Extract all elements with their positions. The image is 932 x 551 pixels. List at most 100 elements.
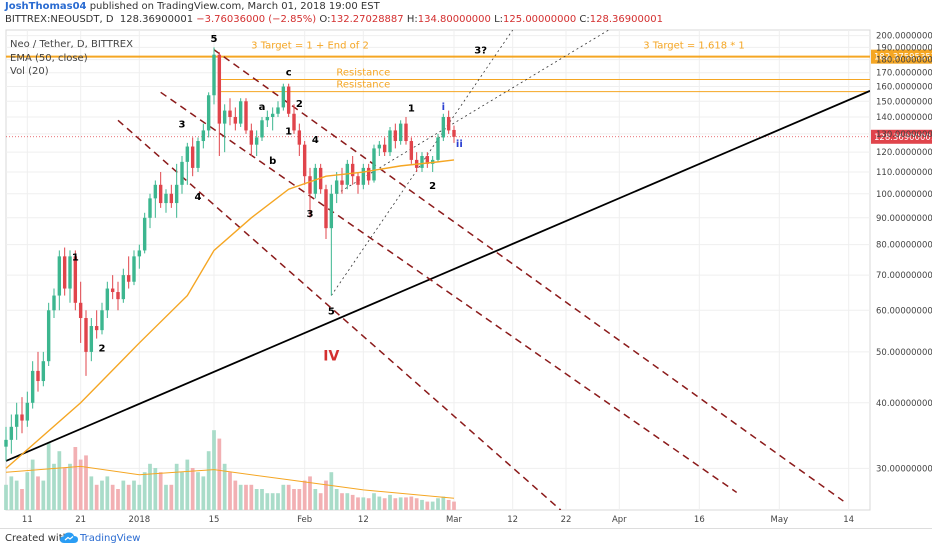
volume-bar xyxy=(436,498,440,510)
wave-label: 2 xyxy=(429,181,436,192)
y-tick-label: 200.00000000 xyxy=(876,32,932,42)
volume-bar xyxy=(158,472,163,510)
author-link[interactable]: JoshThomas04 xyxy=(5,1,87,12)
candle-body xyxy=(233,116,238,124)
candle-body xyxy=(110,288,115,293)
wave-label: 3 xyxy=(179,120,186,131)
volume-bar xyxy=(329,472,334,510)
candle-body xyxy=(137,250,142,257)
candle-body xyxy=(372,148,376,181)
candle-body xyxy=(452,129,456,137)
volume-bar xyxy=(340,493,344,510)
y-tick-label: 80.00000000 xyxy=(876,241,932,251)
wave-label: 1 xyxy=(72,252,79,263)
candle-body xyxy=(46,310,51,362)
volume-bar xyxy=(94,484,99,510)
candle-body xyxy=(297,130,302,145)
candle-body xyxy=(276,107,280,114)
volume-bar xyxy=(382,498,387,510)
volume-bar xyxy=(420,499,424,510)
x-tick-label: Apr xyxy=(612,515,627,525)
candle-body xyxy=(238,101,243,124)
y-tick-label: 150.00000000 xyxy=(876,97,932,107)
candle-body xyxy=(148,198,152,218)
tradingview-link[interactable]: TradingView xyxy=(80,533,141,544)
candle-body xyxy=(409,141,414,160)
volume-bar xyxy=(217,438,222,510)
candle-body xyxy=(62,256,67,289)
candle-body xyxy=(36,370,40,382)
low-value: 125.00000000 xyxy=(503,14,577,25)
horizontal-levels: 128.36900001 182.37595357 3 Target = 1 + E… xyxy=(6,41,932,144)
symbol-label: BITTREX:NEOUSDT, D xyxy=(5,14,114,25)
candle-body xyxy=(356,176,360,185)
volume-bar xyxy=(36,476,40,510)
candle-body xyxy=(190,146,195,168)
candle-body xyxy=(132,256,136,282)
target-annotation: 3 Target = 1 + End of 2 xyxy=(251,41,369,52)
ema-line xyxy=(5,159,455,469)
volume-bar xyxy=(222,463,227,510)
volume-bar xyxy=(249,484,254,510)
channel-line xyxy=(160,91,738,494)
candle-body xyxy=(382,144,387,153)
current-price-tag xyxy=(871,129,932,144)
candle-body xyxy=(185,146,190,162)
volume-bar xyxy=(190,468,195,510)
y-tick-label: 60.00000000 xyxy=(876,306,932,316)
volume-bar xyxy=(404,497,408,510)
plot-frame xyxy=(5,29,871,511)
y-tick-label: 140.00000000 xyxy=(876,113,932,123)
x-tick-label: 22 xyxy=(561,515,572,525)
x-tick-label: May xyxy=(771,515,789,525)
volume-bar xyxy=(4,484,8,510)
volume-bar xyxy=(398,497,403,510)
ohlc-line: BITTREX:NEOUSDT, D 128.36900001 −3.76036… xyxy=(5,14,663,25)
volume-bar xyxy=(57,451,62,510)
candle-body xyxy=(393,130,398,142)
candle-body xyxy=(249,130,254,145)
x-tick-label: 2018 xyxy=(129,515,151,525)
volume-bar xyxy=(105,476,110,510)
volume-bar xyxy=(276,493,280,510)
volume-bar xyxy=(286,484,291,510)
volume-bar xyxy=(393,498,398,510)
x-tick-label: 16 xyxy=(694,515,705,525)
volume-bar xyxy=(244,484,248,510)
publish-info: JoshThomas04 published on TradingView.co… xyxy=(5,1,380,12)
target-annotation-2: 3 Target = 1.618 * 1 xyxy=(643,41,745,52)
candle-body xyxy=(57,256,62,296)
high-label: H: xyxy=(406,14,418,25)
volume-bar xyxy=(281,484,286,510)
y-tick-label: 130.00000000 xyxy=(876,130,932,140)
current-price-label: 128.36900001 xyxy=(874,133,932,143)
candle-body xyxy=(313,167,318,194)
volume-bar xyxy=(254,489,259,510)
candle-body xyxy=(329,193,334,229)
close-value: 128.36900001 xyxy=(589,14,663,25)
candle-body xyxy=(334,180,339,194)
price-chart[interactable]: 128.36900001 182.37595357 3 Target = 1 + E… xyxy=(0,26,932,528)
candle-body xyxy=(52,295,56,311)
wave-label: i xyxy=(442,102,445,113)
candle-body xyxy=(73,256,78,303)
y-tick-label: 160.00000000 xyxy=(876,83,932,93)
close-label: C: xyxy=(579,14,590,25)
channel-line xyxy=(213,49,844,502)
candle-body xyxy=(164,193,168,204)
candle-body xyxy=(180,161,184,185)
wave-label: IV xyxy=(323,348,339,364)
volume-bar xyxy=(313,489,318,510)
volume-bar xyxy=(452,501,456,510)
wave-label: 4 xyxy=(195,192,202,203)
candle-body xyxy=(41,361,46,382)
candle-body xyxy=(308,176,312,194)
volume-bar xyxy=(345,493,350,510)
candle-body xyxy=(9,426,14,440)
candle-body xyxy=(196,141,200,168)
footer: Created with TradingView xyxy=(0,528,932,551)
volume-bar xyxy=(302,480,307,510)
wave-label: ii xyxy=(456,139,463,150)
